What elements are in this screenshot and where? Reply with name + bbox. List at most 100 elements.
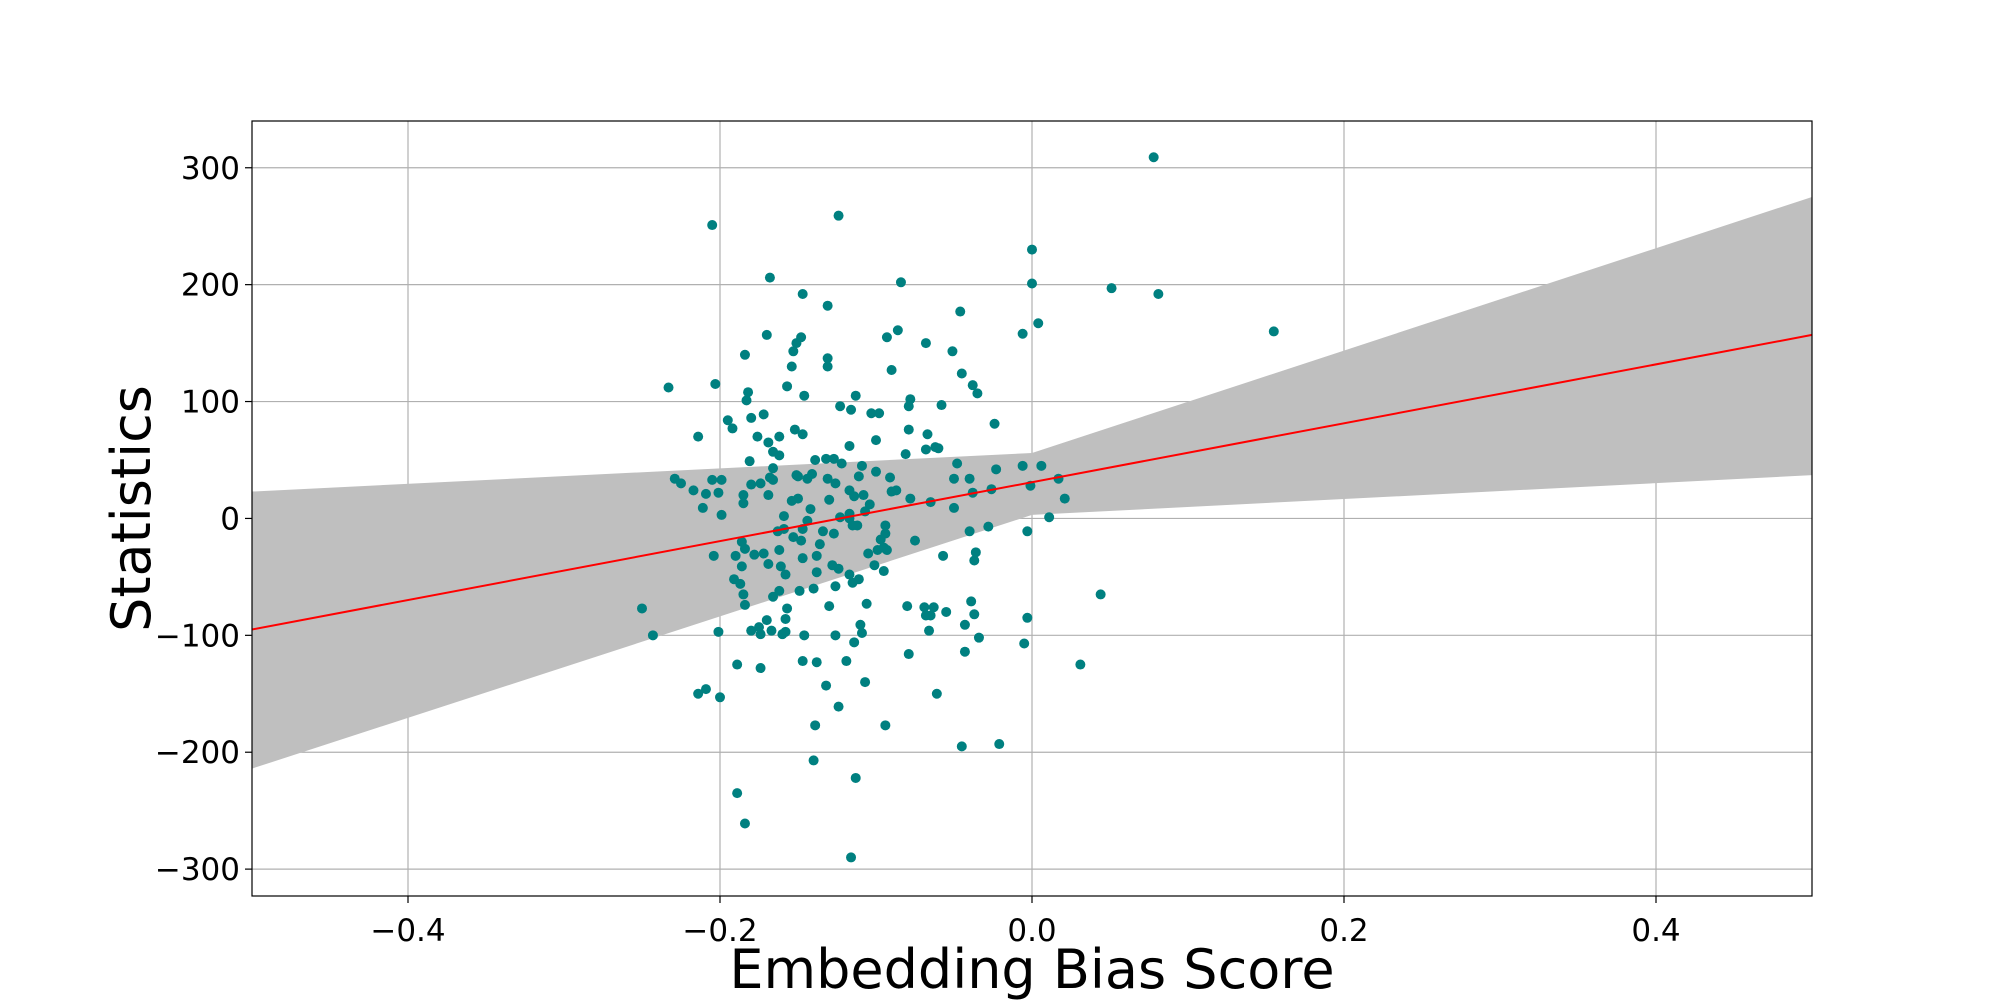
scatter-point xyxy=(972,388,983,399)
scatter-point xyxy=(814,539,825,550)
scatter-point xyxy=(949,502,959,513)
scatter-point xyxy=(860,677,871,688)
scatter-point xyxy=(794,585,805,596)
scatter-point xyxy=(903,649,914,660)
scatter-point xyxy=(786,495,797,506)
scatter-point xyxy=(833,701,844,712)
scatter-point xyxy=(903,424,914,435)
x-tick-label: −0.4 xyxy=(370,913,445,949)
scatter-point xyxy=(1022,612,1033,623)
scatter-point xyxy=(663,382,674,393)
scatter-point xyxy=(708,550,719,561)
scatter-point xyxy=(780,569,791,580)
scatter-point xyxy=(871,466,881,477)
scatter-point xyxy=(964,473,975,484)
scatter-point xyxy=(713,626,724,637)
scatter-point xyxy=(697,502,708,513)
scatter-point xyxy=(807,469,818,480)
scatter-point xyxy=(710,379,721,390)
scatter-point xyxy=(886,486,897,497)
scatter-point xyxy=(924,625,935,636)
scatter-point xyxy=(931,688,942,699)
scatter-point xyxy=(735,578,746,589)
scatter-point xyxy=(732,659,743,670)
scatter-point xyxy=(647,630,658,641)
scatter-point xyxy=(871,435,881,446)
scatter-point xyxy=(861,598,872,609)
scatter-point xyxy=(1075,659,1086,670)
scatter-point xyxy=(732,788,743,799)
scatter-point xyxy=(752,431,763,442)
scatter-point xyxy=(688,485,699,496)
scatter-point xyxy=(1268,326,1279,337)
scatter-point xyxy=(955,306,966,317)
scatter-point xyxy=(844,440,855,451)
scatter-point xyxy=(952,458,963,469)
scatter-point xyxy=(736,561,747,572)
scatter-point xyxy=(841,656,852,667)
x-axis-tick-labels: −0.4 −0.2 0.0 0.2 0.4 xyxy=(370,913,1680,949)
scatter-point xyxy=(910,535,920,546)
scatter-point xyxy=(799,630,810,641)
scatter-point xyxy=(824,494,835,505)
scatter-point xyxy=(768,591,779,602)
scatter-point xyxy=(797,289,808,300)
scatter-point xyxy=(810,454,821,465)
scatter-point xyxy=(983,521,994,532)
scatter-point xyxy=(744,456,755,467)
scatter-point xyxy=(956,741,967,752)
scatter-point xyxy=(858,490,869,501)
scatter-point xyxy=(741,395,752,406)
scatter-point xyxy=(830,581,841,592)
scatter-point xyxy=(1044,512,1055,523)
scatter-point xyxy=(875,534,886,545)
y-tick-label: −300 xyxy=(155,852,240,888)
scatter-point xyxy=(774,544,785,555)
scatter-point xyxy=(758,548,769,559)
scatter-point xyxy=(850,772,861,783)
scatter-point xyxy=(869,560,880,571)
scatter-point xyxy=(797,429,808,440)
scatter-point xyxy=(922,429,933,440)
scatter-point xyxy=(905,493,916,504)
scatter-point xyxy=(866,408,877,419)
scatter-point xyxy=(1095,589,1106,600)
scatter-point xyxy=(715,692,725,703)
scatter-point xyxy=(880,720,891,731)
scatter-point xyxy=(793,471,803,482)
y-tick-label: −100 xyxy=(155,618,240,654)
scatter-point xyxy=(964,526,975,537)
scatter-point xyxy=(1027,244,1037,255)
scatter-point xyxy=(833,210,844,221)
axis-ticks xyxy=(245,167,1657,903)
scatter-point xyxy=(707,474,718,485)
scatter-point xyxy=(967,380,978,391)
scatter-point xyxy=(941,606,952,617)
scatter-point xyxy=(789,424,800,435)
scatter-point xyxy=(817,526,828,537)
scatter-point xyxy=(991,464,1002,475)
scatter-point xyxy=(846,852,857,863)
scatter-point xyxy=(746,625,757,636)
scatter-point xyxy=(833,563,844,574)
scatter-point xyxy=(880,520,891,531)
scatter-point xyxy=(730,550,741,561)
x-tick-label: 0.4 xyxy=(1631,913,1680,949)
scatter-point xyxy=(774,450,785,461)
scatter-point xyxy=(886,364,897,375)
scatter-point xyxy=(811,567,822,578)
scatter-point xyxy=(755,629,766,640)
scatter-point xyxy=(959,646,970,657)
scatter-point xyxy=(768,463,779,474)
scatter-point xyxy=(872,544,883,555)
scatter-point xyxy=(799,390,810,401)
scatter-point xyxy=(920,338,931,349)
scatter-point xyxy=(707,220,718,231)
scatter-point xyxy=(892,325,903,336)
scatter-point xyxy=(849,491,860,502)
scatter-point xyxy=(782,381,793,392)
scatter-point xyxy=(846,404,857,415)
scatter-point xyxy=(828,453,839,464)
scatter-point xyxy=(847,520,858,531)
scatter-point xyxy=(830,478,841,489)
